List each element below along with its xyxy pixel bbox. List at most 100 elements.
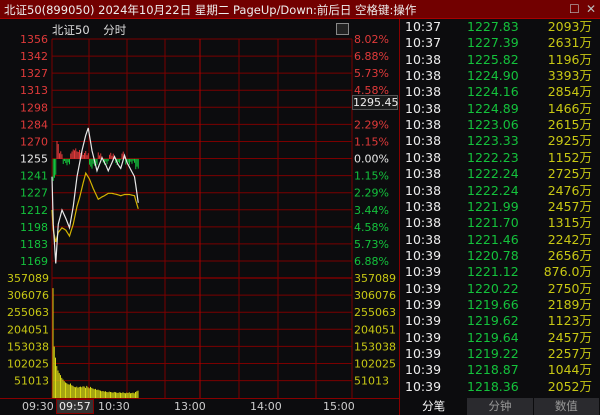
tick-price: 1222.24	[467, 182, 519, 198]
tick-time: 10:38	[405, 198, 442, 214]
price-tick-label: 1342	[20, 50, 48, 63]
tick-amount: 2093万	[547, 19, 592, 34]
tick-row: 10:39 1218.36 2052万	[401, 379, 600, 395]
tick-row: 10:39 1220.78 2656万	[401, 248, 600, 264]
tick-amount: 1466万	[547, 100, 592, 116]
tick-row: 10:38 1221.99 2457万	[401, 199, 600, 215]
tick-time: 10:38	[405, 215, 442, 231]
pct-tick-label: 3.44%	[354, 204, 389, 217]
panel-toggle-icon[interactable]	[336, 23, 349, 35]
tick-price: 1219.22	[467, 346, 519, 361]
close-icon[interactable]: ✕	[586, 2, 597, 16]
tick-price: 1220.78	[467, 247, 519, 263]
pct-tick-label: 5.73%	[354, 67, 389, 80]
price-tick-label: 1212	[20, 204, 48, 217]
volume-tick-label-right: 204051	[354, 323, 396, 336]
tick-row: 10:38 1221.46 2242万	[401, 232, 600, 248]
tick-time: 10:38	[405, 182, 442, 198]
price-tick-label: 1169	[20, 255, 48, 268]
tick-row: 10:37 1227.83 2093万	[401, 19, 600, 35]
tick-row: 10:38 1225.82 1196万	[401, 52, 600, 68]
chart-mode[interactable]: 分时	[103, 23, 127, 37]
price-tick-label: 1284	[20, 118, 48, 131]
tick-amount: 2725万	[547, 166, 592, 182]
tick-time: 10:39	[405, 296, 442, 312]
price-line	[51, 127, 139, 264]
tick-amount: 2656万	[547, 247, 592, 263]
tick-price: 1221.46	[467, 231, 519, 247]
tick-price: 1223.06	[467, 117, 519, 133]
volume-tick-label: 153038	[7, 340, 49, 353]
intraday-chart-panel	[0, 19, 400, 415]
tick-price: 1225.82	[467, 51, 519, 67]
price-tick-label: 1227	[20, 187, 48, 200]
tick-row: 10:38 1223.33 2925万	[401, 133, 600, 149]
time-label: 10:30	[98, 400, 130, 413]
tick-row: 10:38 1224.90 3393万	[401, 68, 600, 84]
tick-price: 1221.70	[467, 215, 519, 231]
volume-tick-label-right: 51013	[354, 375, 389, 388]
tick-time: 10:38	[405, 51, 442, 67]
tick-row: 10:38 1224.89 1466万	[401, 101, 600, 117]
tick-time: 10:39	[405, 362, 442, 378]
volume-tick-label-right: 153038	[354, 340, 396, 353]
tick-row: 10:39 1219.66 2189万	[401, 297, 600, 313]
tick-price: 1224.89	[467, 100, 519, 116]
tick-price: 1223.33	[467, 133, 519, 149]
chart-header: 北证50 分时	[52, 22, 136, 38]
tab-minutes[interactable]: 分钟	[467, 398, 533, 415]
volume-tick-label-right: 357089	[354, 272, 396, 285]
pct-tick-label: 1.15%	[354, 170, 389, 183]
pct-tick-label: 4.58%	[354, 221, 389, 234]
tab-values[interactable]: 数值	[533, 398, 599, 415]
tab-ticks[interactable]: 分笔	[401, 398, 467, 415]
tick-row: 10:38 1222.24 2476万	[401, 183, 600, 199]
time-label: 15:00	[323, 400, 355, 413]
pct-tick-label: 1.15%	[354, 135, 389, 148]
pct-tick-label: 5.73%	[354, 238, 389, 251]
tick-price: 1227.83	[467, 19, 519, 34]
volume-tick-label: 51013	[14, 375, 49, 388]
pct-tick-label: 0.00%	[354, 153, 389, 166]
tick-row: 10:39 1219.22 2257万	[401, 346, 600, 362]
tick-amount: 2189万	[547, 296, 592, 312]
tick-time: 10:38	[405, 84, 442, 100]
tick-amount: 2750万	[547, 280, 592, 296]
volume-tick-label-right: 306076	[354, 289, 396, 302]
tick-amount: 1196万	[547, 51, 592, 67]
pct-tick-label: 2.29%	[354, 118, 389, 131]
tick-amount: 1044万	[547, 362, 592, 378]
tick-list[interactable]: 10:37 1227.83 2093万 10:37 1227.39 2631万 10:38 1…	[401, 19, 600, 415]
price-tick-label: 1327	[20, 67, 48, 80]
time-label: 09:30	[22, 400, 54, 413]
restore-icon[interactable]: ☐	[569, 2, 580, 16]
price-tick-label: 1183	[20, 238, 48, 251]
tick-time: 10:38	[405, 231, 442, 247]
tick-time: 10:39	[405, 264, 442, 280]
title-bar: 北证50(899050) 2024年10月22日 星期二 PageUp/Down…	[0, 0, 600, 19]
tick-price: 1224.16	[467, 84, 519, 100]
tick-amount: 2052万	[547, 378, 592, 394]
tick-tabs: 分笔 分钟 数值	[401, 398, 600, 415]
tick-row: 10:39 1219.62 1123万	[401, 313, 600, 329]
price-tick-label: 1241	[20, 170, 48, 183]
tick-amount: 2242万	[547, 231, 592, 247]
price-tick-label: 1356	[20, 33, 48, 46]
tick-amount: 2925万	[547, 133, 592, 149]
average-price-line	[51, 171, 139, 243]
tick-price: 1221.99	[467, 198, 519, 214]
tick-price: 1219.62	[467, 313, 519, 329]
tick-amount: 876.0万	[543, 264, 592, 280]
tick-amount: 1315万	[547, 215, 592, 231]
time-label-cursor: 09:57	[56, 399, 94, 414]
tick-time: 10:38	[405, 133, 442, 149]
tick-price: 1218.36	[467, 378, 519, 394]
tick-time: 10:38	[405, 166, 442, 182]
tick-amount: 1152万	[547, 149, 592, 165]
tick-amount: 3393万	[547, 68, 592, 84]
pct-tick-label: 4.58%	[354, 84, 389, 97]
tick-amount: 2257万	[547, 346, 592, 361]
tick-time: 10:39	[405, 247, 442, 263]
tick-row: 10:39 1220.22 2750万	[401, 281, 600, 297]
tick-amount: 2615万	[547, 117, 592, 133]
